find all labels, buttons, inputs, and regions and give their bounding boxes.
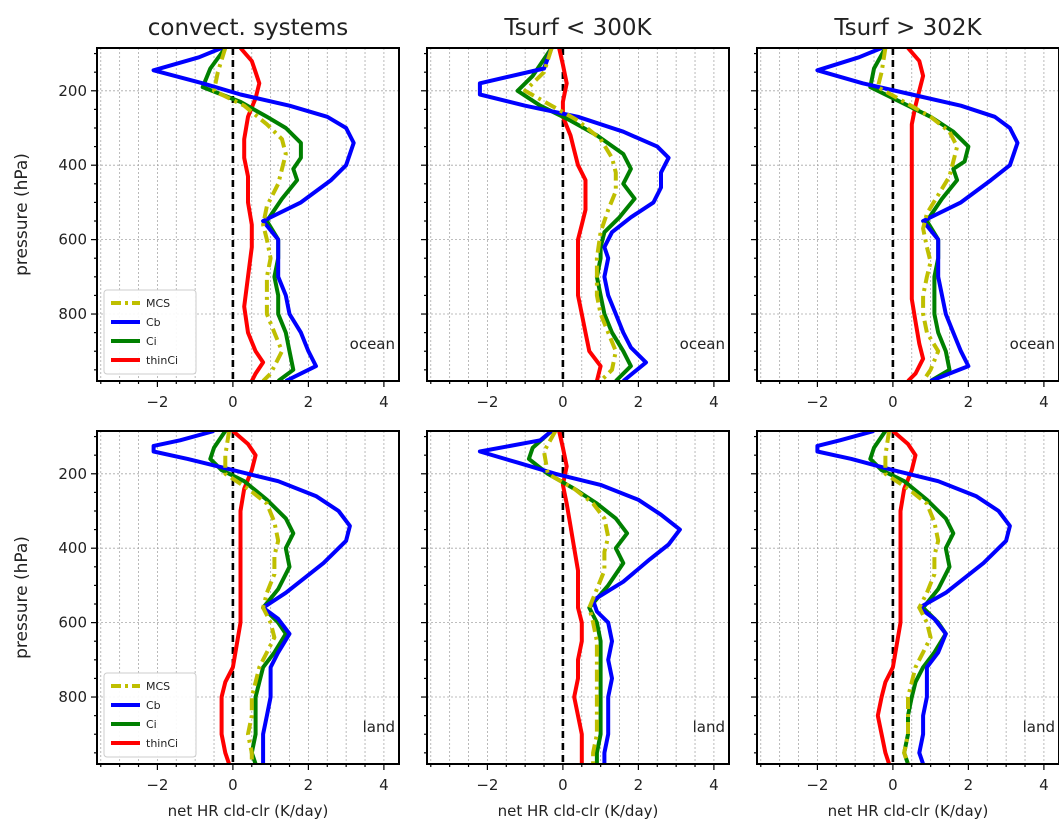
y-axis-label: pressure (hPa) (12, 536, 32, 659)
panel-5: −2 0 2 4 net HR cld-clr (K/day) land (421, 430, 730, 820)
series-line-Ci (208, 431, 296, 764)
legend-label-thinCi: thinCi (146, 737, 178, 750)
legend-label-Cb: Cb (146, 316, 161, 329)
legend-label-Cb: Cb (146, 699, 161, 712)
x-tick-label: −2 (146, 393, 168, 411)
x-tick-label: 2 (304, 776, 314, 794)
y-tick-label: 400 (58, 539, 87, 557)
series-line-MCS (212, 48, 288, 381)
panel-2: −2 0 2 4 Tsurf < 300K ocean (421, 15, 730, 411)
series-line-MCS (223, 431, 281, 764)
panel-4: −2 0 2 4 200 400 600 800 pressure (hPa) net HR cl… (12, 430, 400, 820)
x-tick-label: −2 (806, 776, 828, 794)
y-tick-label: 200 (58, 82, 87, 100)
panel-6: −2 0 2 4 net HR cld-clr (K/day) land (751, 430, 1059, 820)
series-line-Cb (815, 431, 1012, 764)
series-line-Ci (200, 48, 303, 381)
y-tick-label: 600 (58, 231, 87, 249)
region-label: ocean (1010, 335, 1055, 353)
y-tick-label: 200 (58, 465, 87, 483)
axes-frame (96, 47, 400, 382)
y-tick-label: 400 (58, 156, 87, 174)
x-tick-label: 4 (709, 393, 719, 411)
axes-frame (96, 430, 400, 765)
x-tick-label: 2 (634, 393, 644, 411)
legend: MCS Cb Ci thinCi (103, 672, 197, 758)
x-tick-label: 2 (964, 776, 974, 794)
grid (757, 48, 1059, 381)
axes-frame (426, 47, 730, 382)
x-tick-label: −2 (806, 393, 828, 411)
region-label: land (363, 718, 395, 736)
axes-frame (756, 430, 1059, 765)
legend-label-thinCi: thinCi (146, 354, 178, 367)
series-line-Cb (151, 431, 352, 764)
series-line-thinCi (219, 431, 258, 764)
series-line-MCS (875, 48, 960, 381)
series-line-Cb (477, 431, 682, 764)
x-tick-label: 0 (228, 776, 238, 794)
x-tick-label: 4 (379, 776, 389, 794)
x-tick-label: 2 (964, 393, 974, 411)
x-axis-label: net HR cld-clr (K/day) (828, 802, 989, 820)
region-label: land (693, 718, 725, 736)
region-label: land (1023, 718, 1055, 736)
x-tick-label: 0 (558, 776, 568, 794)
x-tick-label: −2 (476, 776, 498, 794)
x-tick-label: −2 (476, 393, 498, 411)
grid (427, 48, 729, 381)
series-line-thinCi (238, 48, 266, 381)
region-label: ocean (350, 335, 395, 353)
axes-frame (426, 430, 730, 765)
x-tick-label: 4 (1039, 776, 1049, 794)
series-line-thinCi (557, 431, 584, 764)
y-tick-label: 800 (58, 305, 87, 323)
region-label: ocean (680, 335, 725, 353)
x-tick-label: −2 (146, 776, 168, 794)
series-line-thinCi (906, 48, 926, 381)
y-axis-label: pressure (hPa) (12, 153, 32, 276)
series-line-thinCi (557, 48, 603, 381)
y-tick-label: 800 (58, 688, 87, 706)
series-line-Ci (515, 48, 637, 381)
series-line-MCS (542, 431, 611, 764)
x-tick-label: 0 (888, 393, 898, 411)
panel-3: −2 0 2 4 Tsurf > 302K ocean (751, 15, 1059, 411)
panel-title: Tsurf < 300K (503, 15, 652, 41)
panel-1: −2 0 2 4 200 400 600 800 convect. systems pressur… (12, 15, 400, 411)
x-tick-label: 4 (379, 393, 389, 411)
legend-box (103, 672, 197, 758)
series-line-thinCi (875, 431, 918, 764)
panel-title: convect. systems (148, 15, 348, 41)
x-tick-label: 0 (888, 776, 898, 794)
x-tick-label: 0 (228, 393, 238, 411)
legend-box (103, 289, 197, 375)
legend-label-MCS: MCS (146, 297, 170, 310)
series-line-Cb (151, 48, 356, 381)
y-tick-label: 600 (58, 614, 87, 632)
legend-label-MCS: MCS (146, 680, 170, 693)
legend: MCS Cb Ci thinCi (103, 289, 197, 375)
axes-frame (756, 47, 1059, 382)
series-line-MCS (523, 48, 618, 381)
legend-label-Ci: Ci (146, 718, 157, 731)
series-line-MCS (883, 431, 941, 764)
x-axis-label: net HR cld-clr (K/day) (498, 802, 659, 820)
x-axis-label: net HR cld-clr (K/day) (168, 802, 329, 820)
series-line-Cb (477, 48, 671, 381)
x-tick-label: 2 (634, 776, 644, 794)
x-tick-label: 4 (709, 776, 719, 794)
x-tick-label: 4 (1039, 393, 1049, 411)
series-line-Cb (815, 48, 1020, 381)
panel-title: Tsurf > 302K (833, 15, 982, 41)
legend-label-Ci: Ci (146, 335, 157, 348)
x-tick-label: 0 (558, 393, 568, 411)
x-tick-label: 2 (304, 393, 314, 411)
